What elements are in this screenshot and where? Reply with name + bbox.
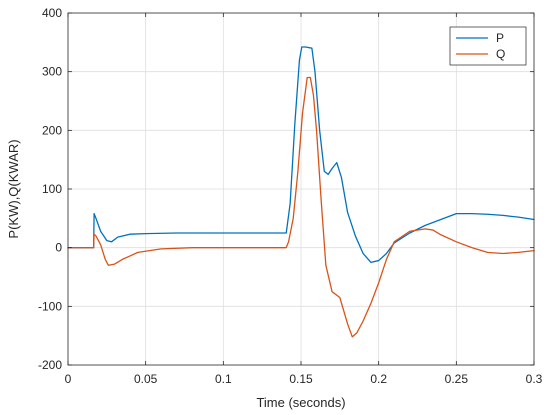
legend-label-q: Q [496, 47, 505, 61]
x-tick-label: 0.1 [215, 372, 232, 386]
series-line-p [67, 46, 535, 263]
y-tick-label: 400 [42, 6, 62, 20]
legend: PQ [449, 26, 527, 66]
legend-box [449, 26, 527, 66]
y-tick-label: 0 [55, 241, 62, 255]
series-layer [67, 46, 535, 338]
x-tick-label: 0.05 [134, 372, 158, 386]
x-tick-label: 0.25 [445, 372, 469, 386]
grid-lines [68, 13, 534, 365]
series-line-q [67, 76, 535, 338]
y-tick-label: -100 [38, 299, 62, 313]
x-tick-label: 0.15 [289, 372, 313, 386]
x-tick-label: 0.2 [370, 372, 387, 386]
legend-label-p: P [496, 31, 504, 45]
y-axis-label: P(KW),Q(KWAR) [6, 139, 21, 238]
y-tick-label: 100 [42, 182, 62, 196]
y-tick-label: -200 [38, 358, 62, 372]
y-tick-label: 200 [42, 123, 62, 137]
x-axis-label: Time (seconds) [256, 395, 345, 410]
axis-ticks [67, 12, 535, 366]
x-tick-label: 0.3 [526, 372, 543, 386]
y-tick-label: 300 [42, 65, 62, 79]
tick-labels: 0 0.05 0.1 0.15 0.2 0.25 0.3 -200 -100 0 100 200 300… [38, 6, 543, 386]
x-tick-label: 0 [65, 372, 72, 386]
